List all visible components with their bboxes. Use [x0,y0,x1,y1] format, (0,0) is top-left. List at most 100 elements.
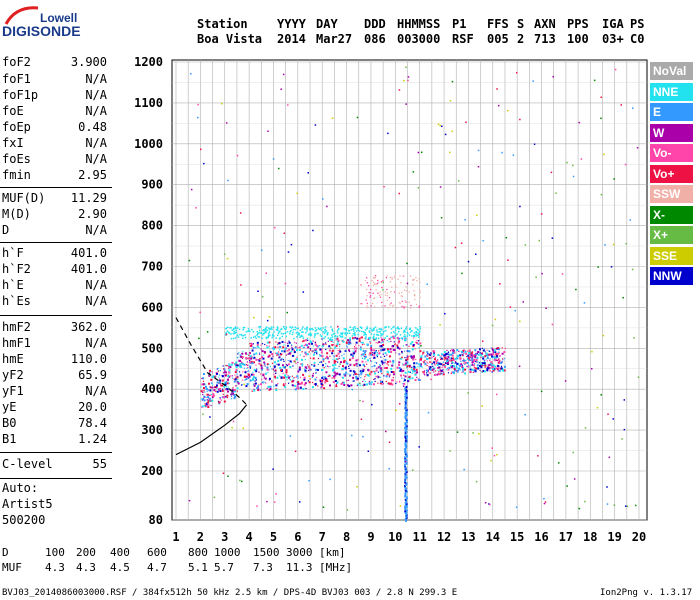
echo-point [375,369,378,372]
echo-point [310,328,312,330]
echo-point [238,380,240,383]
echo-point [265,372,268,375]
echo-point [422,353,424,355]
echo-point [264,365,266,367]
echo-point [322,331,325,333]
echo-point [200,390,203,393]
echo-point [297,370,300,373]
echo-point [382,279,384,282]
x-tick-label: 11 [412,530,426,544]
echo-point [325,330,328,332]
noise-point [551,237,554,239]
echo-point [404,437,407,440]
echo-point [285,347,287,349]
noise-point [561,273,564,275]
echo-point [341,340,343,342]
echo-point [236,364,239,367]
echo-point [234,371,237,374]
echo-point [231,361,234,364]
echo-point [349,358,352,361]
echo-point [251,362,254,365]
echo-point [457,369,460,372]
echo-point [220,384,222,387]
param-key: foE [2,104,24,118]
echo-point [455,370,458,372]
echo-point [441,353,444,356]
echo-point [490,361,493,364]
echo-point [412,278,414,281]
echo-point [401,371,403,373]
noise-point [417,151,420,154]
echo-point [419,379,421,381]
echo-point [444,364,447,366]
echo-point [471,351,474,353]
echo-point [308,369,310,371]
echo-point [352,355,355,358]
hdr1-cell-9: PPS [567,17,589,31]
echo-point [297,332,300,334]
echo-point [354,371,356,373]
echo-point [326,365,329,367]
noise-point [600,117,602,120]
echo-point [266,363,269,366]
echo-point [429,361,431,363]
echo-point [415,371,418,374]
echo-point [373,297,375,300]
echo-point [428,367,431,370]
echo-point [345,350,347,352]
echo-point [342,381,344,383]
echo-point [377,292,379,294]
echo-point [379,328,381,330]
hdr1-cell-11: PS [630,17,645,31]
echo-point [326,334,329,336]
echo-point [330,340,333,343]
echo-point [223,368,226,371]
echo-point [481,371,483,373]
echo-point [255,379,257,381]
echo-point [237,356,239,359]
echo-point [377,279,379,282]
echo-point [250,360,253,363]
echo-point [419,365,422,368]
echo-point [388,337,391,340]
echo-point [405,487,408,490]
echo-point [416,376,418,378]
echo-point [296,387,298,389]
noise-point [566,485,568,487]
echo-point [447,356,450,359]
echo-point [245,385,248,388]
echo-point [464,372,467,375]
echo-point [417,332,420,335]
legend-item-x: X- [650,205,693,224]
echo-point [314,343,317,346]
echo-point [408,365,411,368]
echo-point [353,374,355,376]
echo-point [384,352,387,355]
noise-point [614,68,617,71]
echo-point [429,372,431,374]
echo-point [432,368,435,371]
echo-point [275,389,278,392]
echo-point [379,376,382,378]
echo-point [380,293,382,296]
echo-point [396,344,399,347]
param-separator [0,452,112,453]
echo-point [236,335,238,337]
echo-point [205,403,208,406]
echo-point [361,360,364,363]
echo-point [336,337,339,340]
echo-point [398,301,401,304]
echo-point [422,351,425,354]
echo-point [381,363,384,366]
noise-point [593,79,596,82]
echo-point [225,388,228,391]
echo-point [385,329,387,332]
echo-point [281,357,283,360]
echo-point [436,366,439,369]
echo-point [442,371,445,373]
x-tick-label: 16 [534,530,548,544]
echo-point [457,371,459,374]
echo-point [368,383,371,385]
echo-point [258,329,261,332]
echo-point [206,402,208,404]
